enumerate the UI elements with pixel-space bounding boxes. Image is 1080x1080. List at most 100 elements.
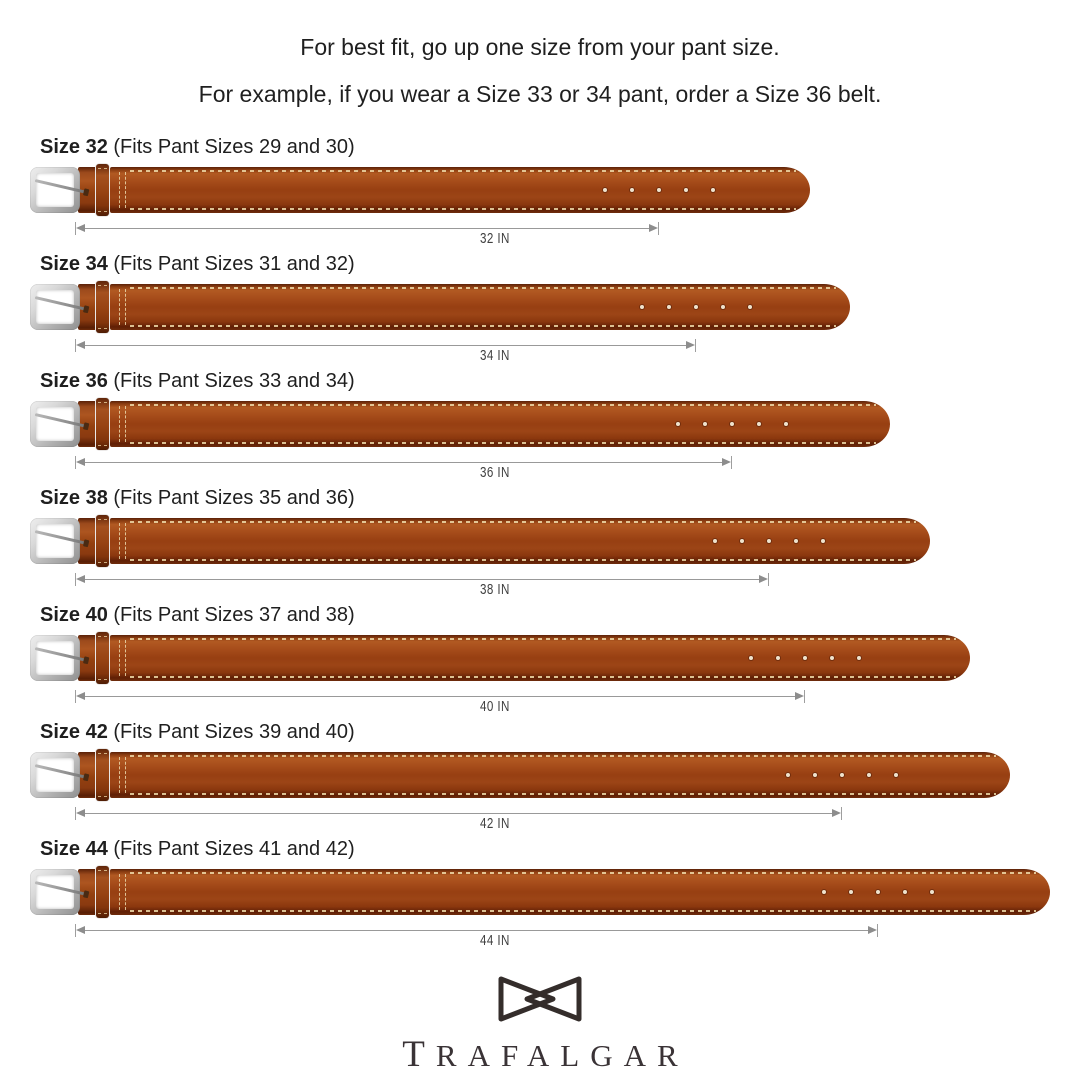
belt-hole — [794, 539, 798, 543]
arrow-end-tick-left — [75, 690, 76, 703]
belt-hole — [630, 188, 634, 192]
size-value: Size 40 — [40, 604, 108, 626]
arrow-end-tick-right — [804, 690, 805, 703]
measurement-label: 44 IN — [480, 933, 510, 949]
stitch-line-top — [130, 755, 996, 757]
measurement-label: 36 IN — [480, 465, 510, 481]
belt-image — [30, 866, 1050, 918]
size-value: Size 32 — [40, 136, 108, 158]
arrow-line — [79, 345, 692, 346]
arrow-end-tick-right — [731, 456, 732, 469]
stitch-line-top — [130, 170, 796, 172]
stitch-line-bottom — [130, 442, 876, 444]
arrow-line — [79, 930, 874, 931]
arrow-end-tick-left — [75, 456, 76, 469]
belt-hole — [657, 188, 661, 192]
belt-keeper-loop — [96, 866, 109, 918]
size-label: Size 32 (Fits Pant Sizes 29 and 30) — [40, 135, 1080, 159]
belt-hole — [740, 539, 744, 543]
measurement-arrow: 34 IN — [75, 339, 696, 367]
measurement-label: 40 IN — [480, 699, 510, 715]
belt-strap — [110, 869, 1050, 915]
arrow-end-tick-right — [658, 222, 659, 235]
measurement-arrow: 42 IN — [75, 807, 842, 835]
stitch-line-bottom — [130, 208, 796, 210]
belt-row: Size 34 (Fits Pant Sizes 31 and 32) — [30, 252, 1080, 369]
belt-keeper-loop — [96, 632, 109, 684]
belt-image — [30, 632, 970, 684]
buckle-prong-icon — [34, 413, 88, 429]
buckle-prong-icon — [34, 530, 88, 546]
stitch-line-top — [130, 872, 1036, 874]
belt-image — [30, 164, 810, 216]
fits-pant-sizes: (Fits Pant Sizes 39 and 40) — [113, 721, 355, 743]
belt-row: Size 38 (Fits Pant Sizes 35 and 36) — [30, 486, 1080, 603]
arrowhead-left-icon — [76, 575, 85, 583]
size-value: Size 38 — [40, 487, 108, 509]
header-line-2: For example, if you wear a Size 33 or 34… — [198, 81, 882, 107]
bowtie-icon — [498, 976, 582, 1022]
arrowhead-left-icon — [76, 692, 85, 700]
belt-buckle — [30, 167, 88, 213]
arrow-end-tick-left — [75, 339, 76, 352]
belt-strap — [110, 752, 1010, 798]
belt-hole — [786, 773, 790, 777]
belt-row: Size 32 (Fits Pant Sizes 29 and 30) — [30, 135, 1080, 252]
arrow-end-tick-left — [75, 924, 76, 937]
fits-pant-sizes: (Fits Pant Sizes 33 and 34) — [113, 370, 355, 392]
fits-pant-sizes: (Fits Pant Sizes 29 and 30) — [113, 136, 355, 158]
belt-rows: Size 32 (Fits Pant Sizes 29 and 30) — [0, 135, 1080, 954]
belt-hole — [694, 305, 698, 309]
belt-keeper-loop — [96, 749, 109, 801]
belt-row: Size 36 (Fits Pant Sizes 33 and 34) — [30, 369, 1080, 486]
arrow-line — [79, 696, 801, 697]
belt-hole — [894, 773, 898, 777]
arrowhead-left-icon — [76, 224, 85, 232]
belt-keeper-loop — [96, 515, 109, 567]
belt-hole — [813, 773, 817, 777]
measurement-arrow: 44 IN — [75, 924, 878, 952]
belt-hole — [748, 305, 752, 309]
buckle-prong-icon — [34, 296, 88, 312]
belt-image — [30, 515, 930, 567]
arrow-end-tick-right — [841, 807, 842, 820]
arrowhead-right-icon — [686, 341, 695, 349]
arrowhead-left-icon — [76, 341, 85, 349]
stitch-line-top — [130, 287, 836, 289]
belt-strap — [110, 167, 810, 213]
brand-footer: TRAFALGAR — [0, 972, 1080, 1076]
belt-row: Size 42 (Fits Pant Sizes 39 and 40) — [30, 720, 1080, 837]
arrow-line — [79, 579, 765, 580]
measurement-label: 32 IN — [480, 231, 510, 247]
belt-hole — [713, 539, 717, 543]
belt-hole — [721, 305, 725, 309]
belt-hole — [757, 422, 761, 426]
stitch-line-bottom — [130, 559, 916, 561]
arrowhead-right-icon — [832, 809, 841, 817]
arrow-end-tick-right — [877, 924, 878, 937]
size-label: Size 34 (Fits Pant Sizes 31 and 32) — [40, 252, 1080, 276]
belt-buckle — [30, 284, 88, 330]
measurement-label: 42 IN — [480, 816, 510, 832]
arrowhead-right-icon — [759, 575, 768, 583]
belt-hole — [830, 656, 834, 660]
arrow-end-tick-right — [695, 339, 696, 352]
belt-buckle — [30, 752, 88, 798]
size-label: Size 42 (Fits Pant Sizes 39 and 40) — [40, 720, 1080, 744]
stitch-line-bottom — [130, 910, 1036, 912]
belt-image — [30, 749, 1010, 801]
arrow-line — [79, 228, 655, 229]
brand-name: TRAFALGAR — [402, 1034, 689, 1075]
stitch-line-bottom — [130, 793, 996, 795]
belt-hole — [849, 890, 853, 894]
belt-hole — [749, 656, 753, 660]
measurement-arrow: 36 IN — [75, 456, 732, 484]
belt-hole — [711, 188, 715, 192]
belt-row: Size 44 (Fits Pant Sizes 41 and 42) — [30, 837, 1080, 954]
arrowhead-left-icon — [76, 458, 85, 466]
belt-strap — [110, 401, 890, 447]
belt-hole — [730, 422, 734, 426]
size-value: Size 44 — [40, 838, 108, 860]
size-value: Size 34 — [40, 253, 108, 275]
measurement-label: 34 IN — [480, 348, 510, 364]
